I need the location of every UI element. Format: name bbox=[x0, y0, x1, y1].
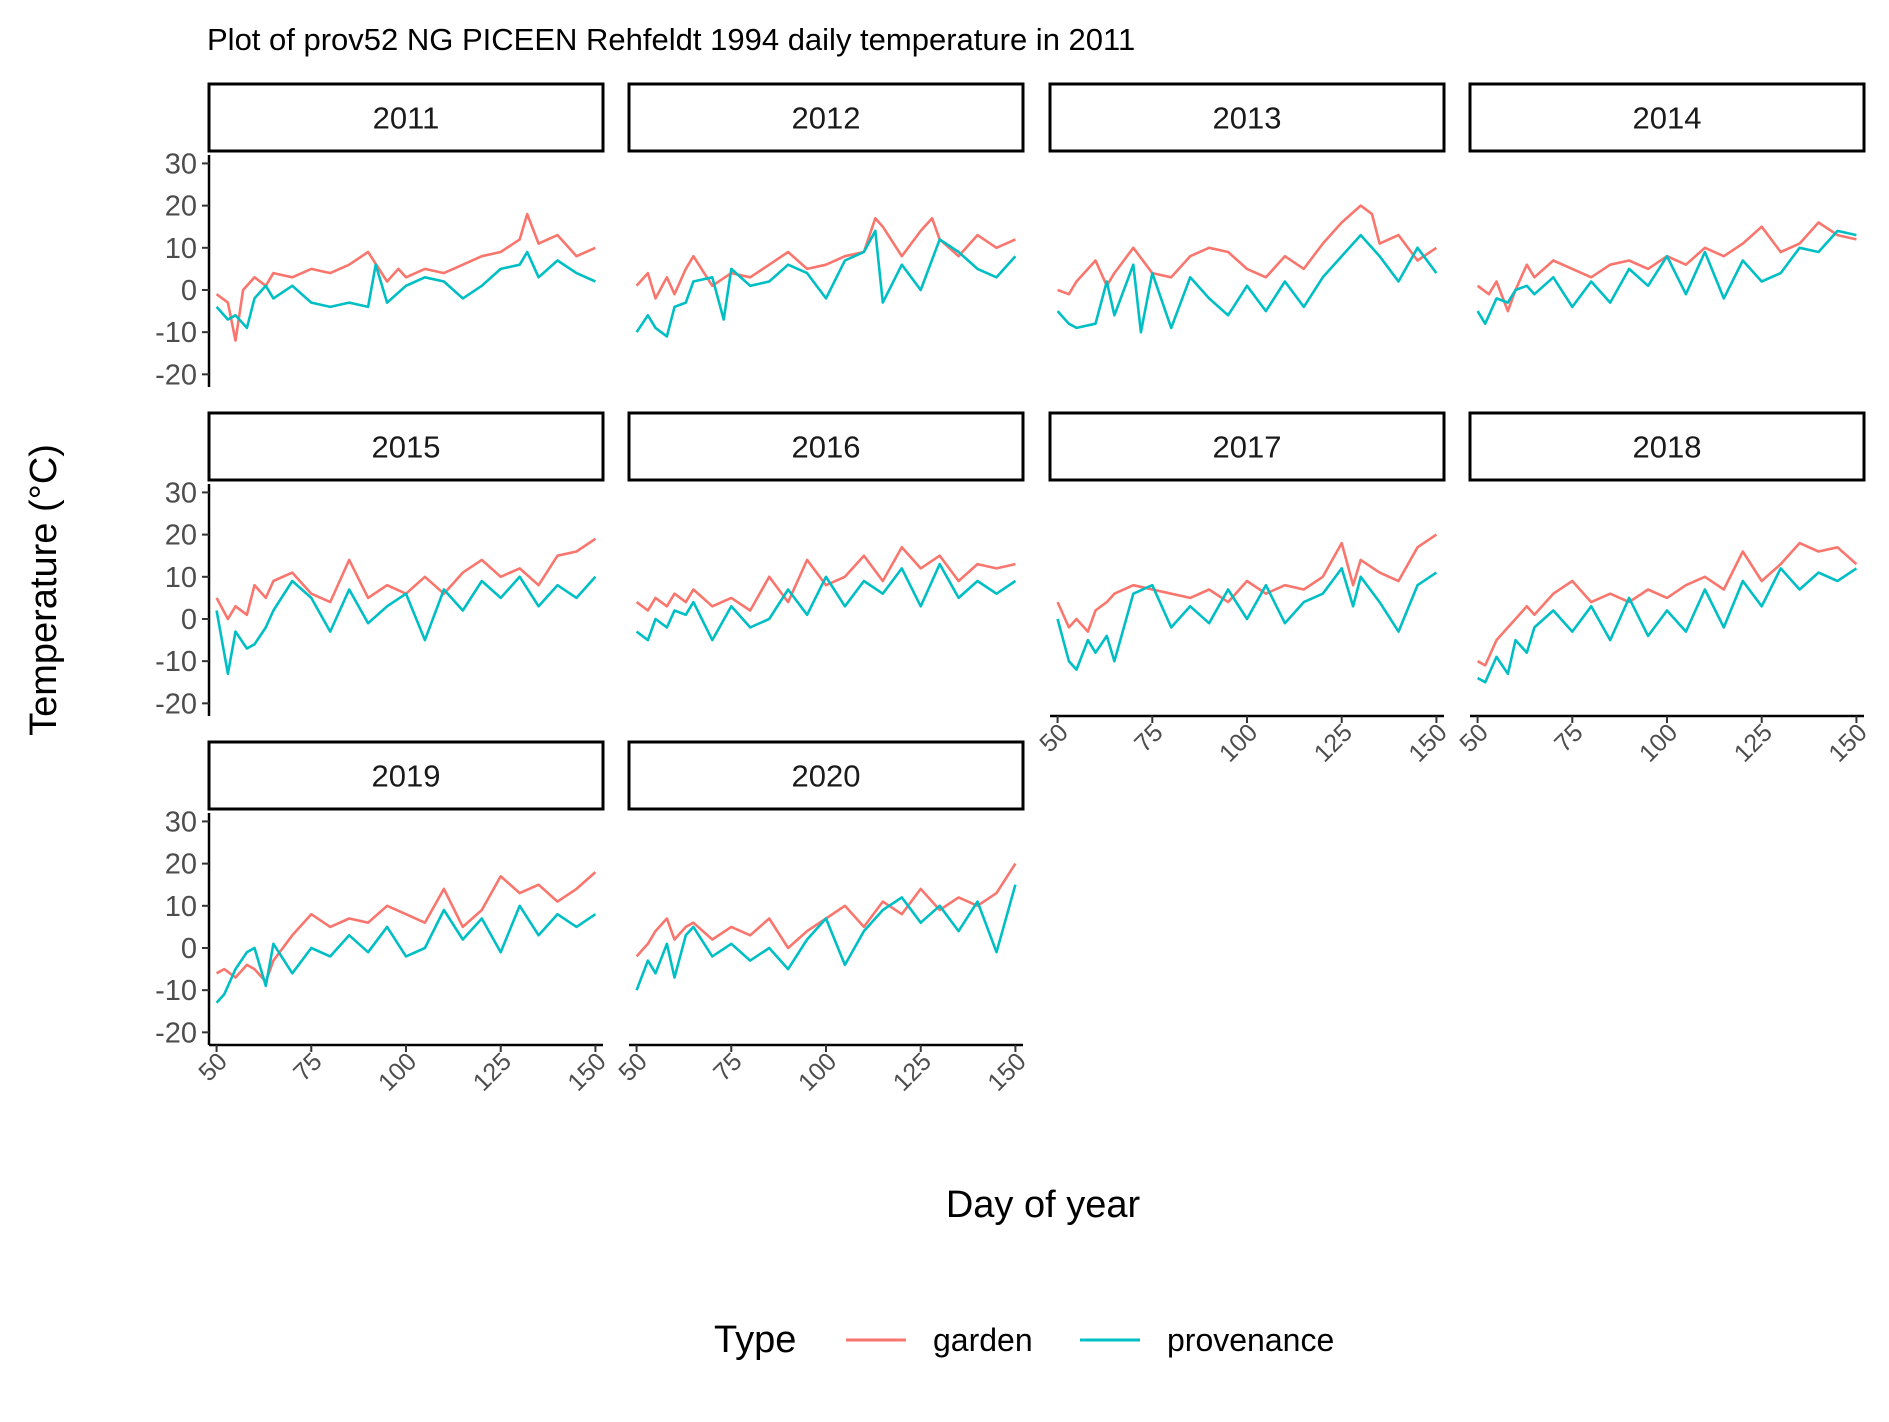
strip-label: 2015 bbox=[372, 430, 441, 465]
x-tick-label: 100 bbox=[373, 1047, 422, 1096]
series-line-garden bbox=[635, 862, 1017, 958]
facet-panel-2012: 2012 bbox=[627, 82, 1025, 338]
series-line-garden bbox=[215, 212, 596, 342]
series-line-garden bbox=[635, 217, 1016, 300]
y-tick-label: -10 bbox=[155, 646, 197, 678]
strip-label: 2011 bbox=[373, 101, 440, 136]
strip-box bbox=[627, 411, 1025, 482]
facet-panel-2019: 2019 -20 -10 0 10 20 30 50 75 100 125 150 bbox=[155, 740, 612, 1097]
chart-title: Plot of prov52 NG PICEEN Rehfeldt 1994 d… bbox=[207, 22, 1135, 57]
facet-panel-2016: 2016 bbox=[627, 411, 1025, 642]
series-line-garden bbox=[635, 545, 1016, 612]
x-tick-label: 150 bbox=[1823, 718, 1872, 767]
series-line-garden bbox=[1476, 541, 1858, 667]
y-axis-title: Temperature (°C) bbox=[23, 444, 65, 736]
x-tick-label: 125 bbox=[1309, 718, 1358, 767]
x-axis-title: Day of year bbox=[946, 1184, 1141, 1226]
strip-label: 2013 bbox=[1213, 101, 1282, 136]
x-tick-label: 150 bbox=[982, 1047, 1031, 1096]
x-tick-label: 125 bbox=[888, 1047, 937, 1096]
strip-label: 2017 bbox=[1213, 430, 1282, 465]
x-tick-label: 50 bbox=[193, 1047, 232, 1086]
facet-panel-2011: 2011 -20 -10 0 10 20 30 bbox=[155, 82, 605, 391]
panels-layer: 2011 -20 -10 0 10 20 30 2012 2013 2014 2015 -20 -10 0… bbox=[155, 82, 1873, 1097]
x-tick-label: 75 bbox=[1549, 718, 1588, 757]
series-line-provenance bbox=[1056, 233, 1438, 334]
y-tick-label: 20 bbox=[165, 849, 197, 881]
facet-panel-2015: 2015 -20 -10 0 10 20 30 bbox=[155, 411, 605, 720]
y-tick-label: -10 bbox=[155, 975, 197, 1007]
strip-label: 2014 bbox=[1633, 101, 1702, 136]
series-line-provenance bbox=[1476, 567, 1858, 684]
y-tick-label: -20 bbox=[155, 1017, 197, 1049]
series-line-provenance bbox=[215, 575, 597, 676]
legend: Type garden provenance bbox=[714, 1319, 1334, 1361]
series-line-garden bbox=[215, 871, 597, 984]
y-tick-label: -20 bbox=[155, 359, 197, 391]
strip-box bbox=[1048, 411, 1446, 482]
x-tick-label: 75 bbox=[1129, 718, 1168, 757]
series-line-provenance bbox=[1056, 567, 1438, 671]
y-tick-label: 0 bbox=[181, 933, 197, 965]
strip-box bbox=[1468, 411, 1866, 482]
y-tick-label: 30 bbox=[165, 806, 197, 838]
series-line-garden bbox=[1057, 204, 1438, 296]
series-line-provenance bbox=[635, 229, 1017, 338]
y-tick-label: 10 bbox=[165, 562, 197, 594]
strip-box bbox=[1048, 82, 1446, 153]
series-line-provenance bbox=[635, 884, 1017, 991]
facet-panel-2014: 2014 bbox=[1468, 82, 1866, 326]
x-tick-label: 150 bbox=[1403, 718, 1452, 767]
series-line-garden bbox=[215, 537, 597, 621]
y-tick-label: 0 bbox=[181, 604, 197, 636]
legend-title: Type bbox=[714, 1319, 796, 1361]
x-tick-label: 150 bbox=[562, 1047, 611, 1096]
strip-box bbox=[207, 82, 605, 153]
strip-box bbox=[207, 411, 605, 482]
facet-panel-2020: 2020 50 75 100 125 150 bbox=[613, 740, 1032, 1097]
x-tick-label: 125 bbox=[468, 1047, 517, 1096]
strip-label: 2016 bbox=[792, 430, 861, 465]
series-line-provenance bbox=[215, 904, 597, 1004]
x-tick-label: 75 bbox=[708, 1047, 747, 1086]
series-line-garden bbox=[1476, 221, 1857, 313]
series-line-garden bbox=[1056, 533, 1438, 633]
facet-panel-2018: 2018 50 75 100 125 150 bbox=[1454, 411, 1873, 768]
strip-label: 2019 bbox=[372, 759, 441, 794]
x-tick-label: 75 bbox=[288, 1047, 327, 1086]
legend-label-garden: garden bbox=[933, 1322, 1033, 1358]
x-tick-label: 100 bbox=[1634, 718, 1683, 767]
strip-box bbox=[627, 740, 1025, 811]
y-tick-label: 10 bbox=[165, 233, 197, 265]
x-tick-label: 50 bbox=[1454, 718, 1493, 757]
series-line-provenance bbox=[215, 250, 596, 330]
y-tick-label: 30 bbox=[165, 477, 197, 509]
strip-box bbox=[1468, 82, 1866, 153]
strip-label: 2020 bbox=[792, 759, 861, 794]
y-tick-label: -20 bbox=[155, 688, 197, 720]
x-tick-label: 125 bbox=[1729, 718, 1778, 767]
legend-label-provenance: provenance bbox=[1167, 1322, 1334, 1358]
series-line-provenance bbox=[1476, 229, 1857, 326]
strip-box bbox=[207, 740, 605, 811]
y-tick-label: 20 bbox=[165, 191, 197, 223]
facet-panel-2017: 2017 50 75 100 125 150 bbox=[1034, 411, 1453, 768]
y-tick-label: 30 bbox=[165, 148, 197, 180]
facet-panel-2013: 2013 bbox=[1048, 82, 1446, 334]
series-line-provenance bbox=[635, 562, 1017, 642]
y-tick-label: 20 bbox=[165, 520, 197, 552]
strip-label: 2012 bbox=[792, 101, 861, 136]
x-tick-label: 100 bbox=[793, 1047, 842, 1096]
y-tick-label: 0 bbox=[181, 275, 197, 307]
y-tick-label: 10 bbox=[165, 891, 197, 923]
strip-box bbox=[627, 82, 1025, 153]
x-tick-label: 50 bbox=[613, 1047, 652, 1086]
x-tick-label: 100 bbox=[1214, 718, 1263, 767]
y-tick-label: -10 bbox=[155, 317, 197, 349]
x-tick-label: 50 bbox=[1034, 718, 1073, 757]
strip-label: 2018 bbox=[1633, 430, 1702, 465]
